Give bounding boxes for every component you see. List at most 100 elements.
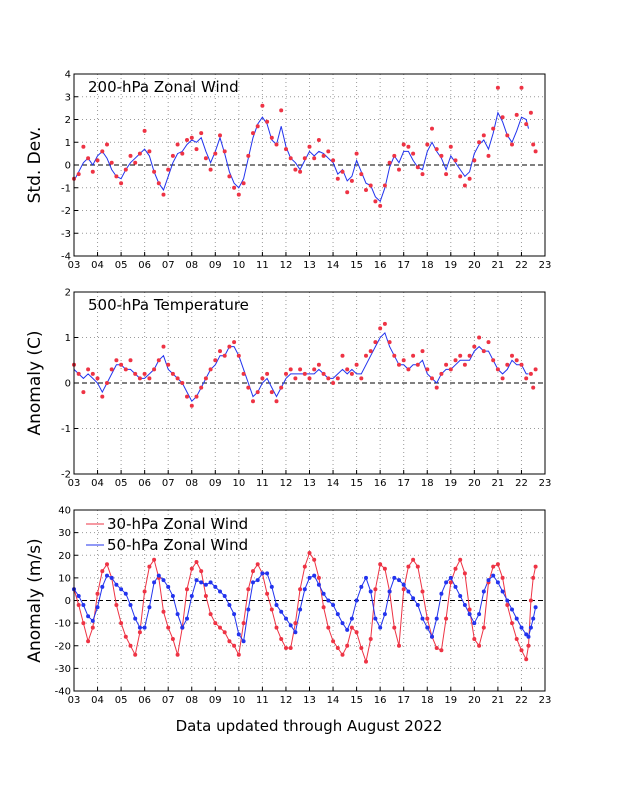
footer-note: Data updated through August 2022 [176, 717, 443, 735]
data-point-red [397, 643, 401, 648]
data-point-red [284, 371, 288, 376]
data-point-red [387, 340, 392, 345]
data-point-red [86, 639, 91, 644]
data-point-red [123, 367, 128, 372]
data-point-red [109, 367, 114, 372]
data-point-red [241, 181, 246, 186]
data-point-blue [500, 589, 505, 594]
data-point-blue [434, 616, 439, 621]
data-point-red [382, 321, 387, 326]
data-point-red [236, 192, 241, 197]
data-point-red [218, 349, 222, 354]
data-point-blue [321, 591, 326, 596]
y-tick-label: -20 [55, 641, 71, 652]
y-tick-label: -10 [55, 619, 71, 630]
data-point-blue [345, 627, 350, 632]
data-point-red [222, 630, 227, 635]
data-point-red [265, 591, 270, 596]
data-point-blue [105, 573, 109, 578]
data-point-red [415, 564, 420, 569]
x-tick-label: 08 [185, 695, 198, 706]
data-point-blue [458, 594, 463, 598]
data-point-red [477, 140, 482, 145]
data-point-red [481, 625, 486, 630]
data-point-red [208, 367, 213, 372]
y-axis-label: Anomaly (m/s) [25, 538, 45, 662]
data-point-red [180, 381, 185, 385]
data-point-red [279, 108, 284, 113]
data-point-red [241, 621, 246, 626]
data-point-red [420, 349, 425, 354]
data-point-red [378, 326, 383, 331]
data-point-red [302, 371, 307, 376]
data-point-blue [397, 578, 401, 583]
data-point-blue [392, 575, 397, 580]
data-point-blue [519, 625, 524, 630]
data-point-red [411, 557, 416, 562]
data-point-red [133, 652, 138, 657]
data-point-red [100, 149, 105, 154]
data-point-red [147, 564, 152, 569]
data-point-red [500, 115, 505, 120]
data-point-blue [86, 614, 91, 619]
data-point-red [81, 390, 86, 395]
data-point-red [199, 385, 204, 390]
data-point-blue [147, 605, 152, 610]
data-point-blue [218, 589, 222, 594]
data-point-red [251, 399, 255, 404]
data-point-red [533, 149, 538, 154]
data-point-red [90, 169, 95, 174]
data-point-red [326, 376, 331, 381]
y-tick-label: 2 [65, 115, 71, 126]
data-point-red [137, 151, 142, 156]
data-point-blue [255, 578, 260, 583]
data-point-red [236, 353, 241, 358]
data-point-red [269, 390, 274, 395]
data-point-blue [448, 575, 453, 580]
x-tick-label: 07 [162, 695, 175, 706]
x-tick-label: 12 [280, 260, 293, 271]
data-point-red [453, 566, 458, 571]
x-tick-label: 05 [115, 260, 128, 271]
data-point-red [439, 648, 444, 653]
data-point-red [531, 575, 536, 580]
data-point-red [392, 625, 397, 630]
data-point-red [288, 156, 293, 161]
data-point-red [180, 151, 185, 156]
data-point-red [189, 566, 194, 571]
data-point-blue [510, 607, 514, 612]
y-tick-label: -3 [61, 229, 71, 240]
x-tick-label: 14 [327, 478, 340, 489]
x-tick-label: 08 [185, 478, 198, 489]
data-point-red [133, 160, 138, 165]
data-point-red [359, 376, 364, 381]
data-point-blue [222, 594, 227, 598]
data-point-red [321, 153, 326, 158]
data-point-red [307, 551, 312, 555]
y-tick-label: 0 [65, 161, 71, 172]
data-point-red [274, 625, 279, 630]
y-tick-label: -40 [55, 687, 71, 698]
data-point-red [137, 376, 142, 381]
data-point-red [274, 399, 279, 404]
data-point-blue [486, 578, 491, 583]
data-point-red [514, 637, 519, 641]
data-point-red [284, 147, 288, 152]
data-point-red [368, 349, 373, 354]
x-tick-label: 06 [138, 260, 151, 271]
data-point-blue [373, 616, 378, 621]
data-point-blue [76, 594, 81, 598]
data-point-red [265, 119, 270, 124]
data-point-blue [100, 584, 105, 589]
data-point-blue [477, 612, 482, 617]
data-point-red [284, 646, 288, 650]
data-point-red [373, 340, 378, 345]
data-point-red [142, 128, 147, 133]
data-point-blue [495, 580, 500, 585]
x-tick-label: 04 [91, 478, 104, 489]
data-point-red [100, 569, 105, 574]
x-tick-label: 11 [256, 478, 269, 489]
data-point-red [105, 142, 109, 147]
data-point-red [288, 367, 293, 372]
x-tick-label: 03 [68, 260, 81, 271]
